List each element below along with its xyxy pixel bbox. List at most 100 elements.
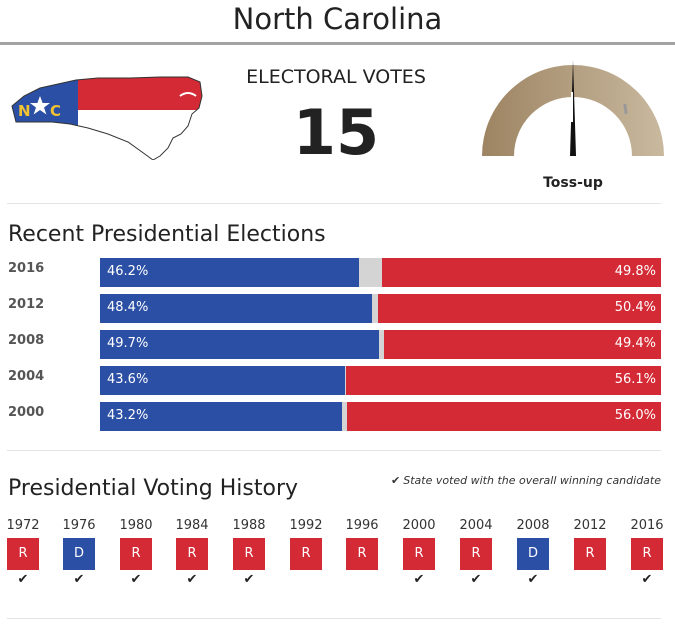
election-row-2000: 2000 43.2% 56.0% [0,402,675,431]
party-badge: R [176,538,208,570]
section-divider-bottom [7,618,661,619]
electoral-votes-label: ELECTORAL VOTES [246,66,426,88]
checkmark-icon: ✔ [243,572,255,587]
history-item-2016: 2016 R ✔ [627,518,667,588]
winner-legend: ✔ State voted with the overall winning ca… [391,474,661,487]
history-year: 1996 [345,518,379,533]
party-badge: D [63,538,95,570]
checkmark-icon: ✔ [17,572,29,587]
democrat-bar-segment [100,330,379,359]
history-year: 1992 [289,518,323,533]
party-badge: R [7,538,39,570]
democrat-bar-segment [100,366,345,395]
title-divider [0,42,675,45]
history-year: 1980 [119,518,153,533]
history-year: 2000 [402,518,436,533]
party-badge: R [290,538,322,570]
checkmark-icon: ✔ [413,572,425,587]
checkmark-icon: ✔ [186,572,198,587]
history-item-1988: 1988 R ✔ [229,518,269,588]
party-badge: D [517,538,549,570]
history-item-1984: 1984 R ✔ [172,518,212,588]
forecast-label: Toss-up [543,175,603,191]
election-row-2016: 2016 46.2% 49.8% [0,258,675,287]
checkmark-icon: ✔ [391,474,401,487]
checkmark-icon [342,572,382,588]
checkmark-icon [570,572,610,588]
history-year: 2004 [459,518,493,533]
history-year: 2016 [630,518,664,533]
checkmark-icon: ✔ [470,572,482,587]
history-item-2004: 2004 R ✔ [456,518,496,588]
party-badge: R [403,538,435,570]
election-result-bar: 43.6% 56.1% [100,366,661,395]
democrat-bar-segment [100,294,372,323]
republican-bar-segment [378,294,661,323]
checkmark-icon: ✔ [527,572,539,587]
history-item-2008: 2008 D ✔ [513,518,553,588]
history-year: 1972 [6,518,40,533]
checkmark-icon [286,572,326,588]
republican-percent: 49.4% [614,336,656,351]
gauge-tick [623,103,628,115]
party-badge: R [120,538,152,570]
democrat-percent: 46.2% [107,264,149,279]
party-badge: R [631,538,663,570]
election-year: 2000 [8,405,45,420]
election-result-bar: 43.2% 56.0% [100,402,661,431]
election-year: 2012 [8,297,45,312]
voting-history-title: Presidential Voting History [8,476,299,501]
republican-percent: 50.4% [614,300,656,315]
republican-bar-segment [383,330,661,359]
winner-legend-text: State voted with the overall winning can… [403,474,661,487]
checkmark-icon: ✔ [73,572,85,587]
democrat-percent: 48.4% [107,300,149,315]
party-badge: R [346,538,378,570]
party-badge: R [574,538,606,570]
election-row-2008: 2008 49.7% 49.4% [0,330,675,359]
recent-elections-title: Recent Presidential Elections [8,222,326,247]
history-item-1980: 1980 R ✔ [116,518,156,588]
history-item-2000: 2000 R ✔ [399,518,439,588]
checkmark-icon: ✔ [130,572,142,587]
electoral-votes-value: 15 [292,96,380,169]
republican-bar-segment [346,366,661,395]
democrat-bar-segment [100,402,343,431]
history-item-2012: 2012 R [570,518,610,588]
election-result-bar: 49.7% 49.4% [100,330,661,359]
election-row-2012: 2012 48.4% 50.4% [0,294,675,323]
republican-percent: 56.1% [614,372,656,387]
forecast-gauge [482,60,664,156]
state-title: North Carolina [232,2,443,36]
checkmark-icon: ✔ [641,572,653,587]
section-divider-top [7,203,661,204]
republican-percent: 49.8% [614,264,656,279]
republican-bar-segment [381,258,661,287]
history-year: 2012 [573,518,607,533]
svg-text:C: C [50,102,61,120]
history-item-1992: 1992 R [286,518,326,588]
election-year: 2016 [8,261,45,276]
history-year: 2008 [516,518,550,533]
svg-text:N: N [18,102,31,120]
democrat-percent: 43.2% [107,408,149,423]
history-item-1972: 1972 R ✔ [3,518,43,588]
republican-bar-segment [346,402,661,431]
history-item-1996: 1996 R [342,518,382,588]
history-item-1976: 1976 D ✔ [59,518,99,588]
election-result-bar: 46.2% 49.8% [100,258,661,287]
democrat-percent: 43.6% [107,372,149,387]
party-badge: R [460,538,492,570]
section-divider-middle [7,450,661,451]
republican-percent: 56.0% [614,408,656,423]
north-carolina-flag-map: N C [11,76,203,160]
election-year: 2004 [8,369,45,384]
election-year: 2008 [8,333,45,348]
history-year: 1976 [62,518,96,533]
party-badge: R [233,538,265,570]
history-year: 1988 [232,518,266,533]
election-row-2004: 2004 43.6% 56.1% [0,366,675,395]
election-result-bar: 48.4% 50.4% [100,294,661,323]
democrat-bar-segment [100,258,360,287]
gauge-arc [482,65,664,156]
